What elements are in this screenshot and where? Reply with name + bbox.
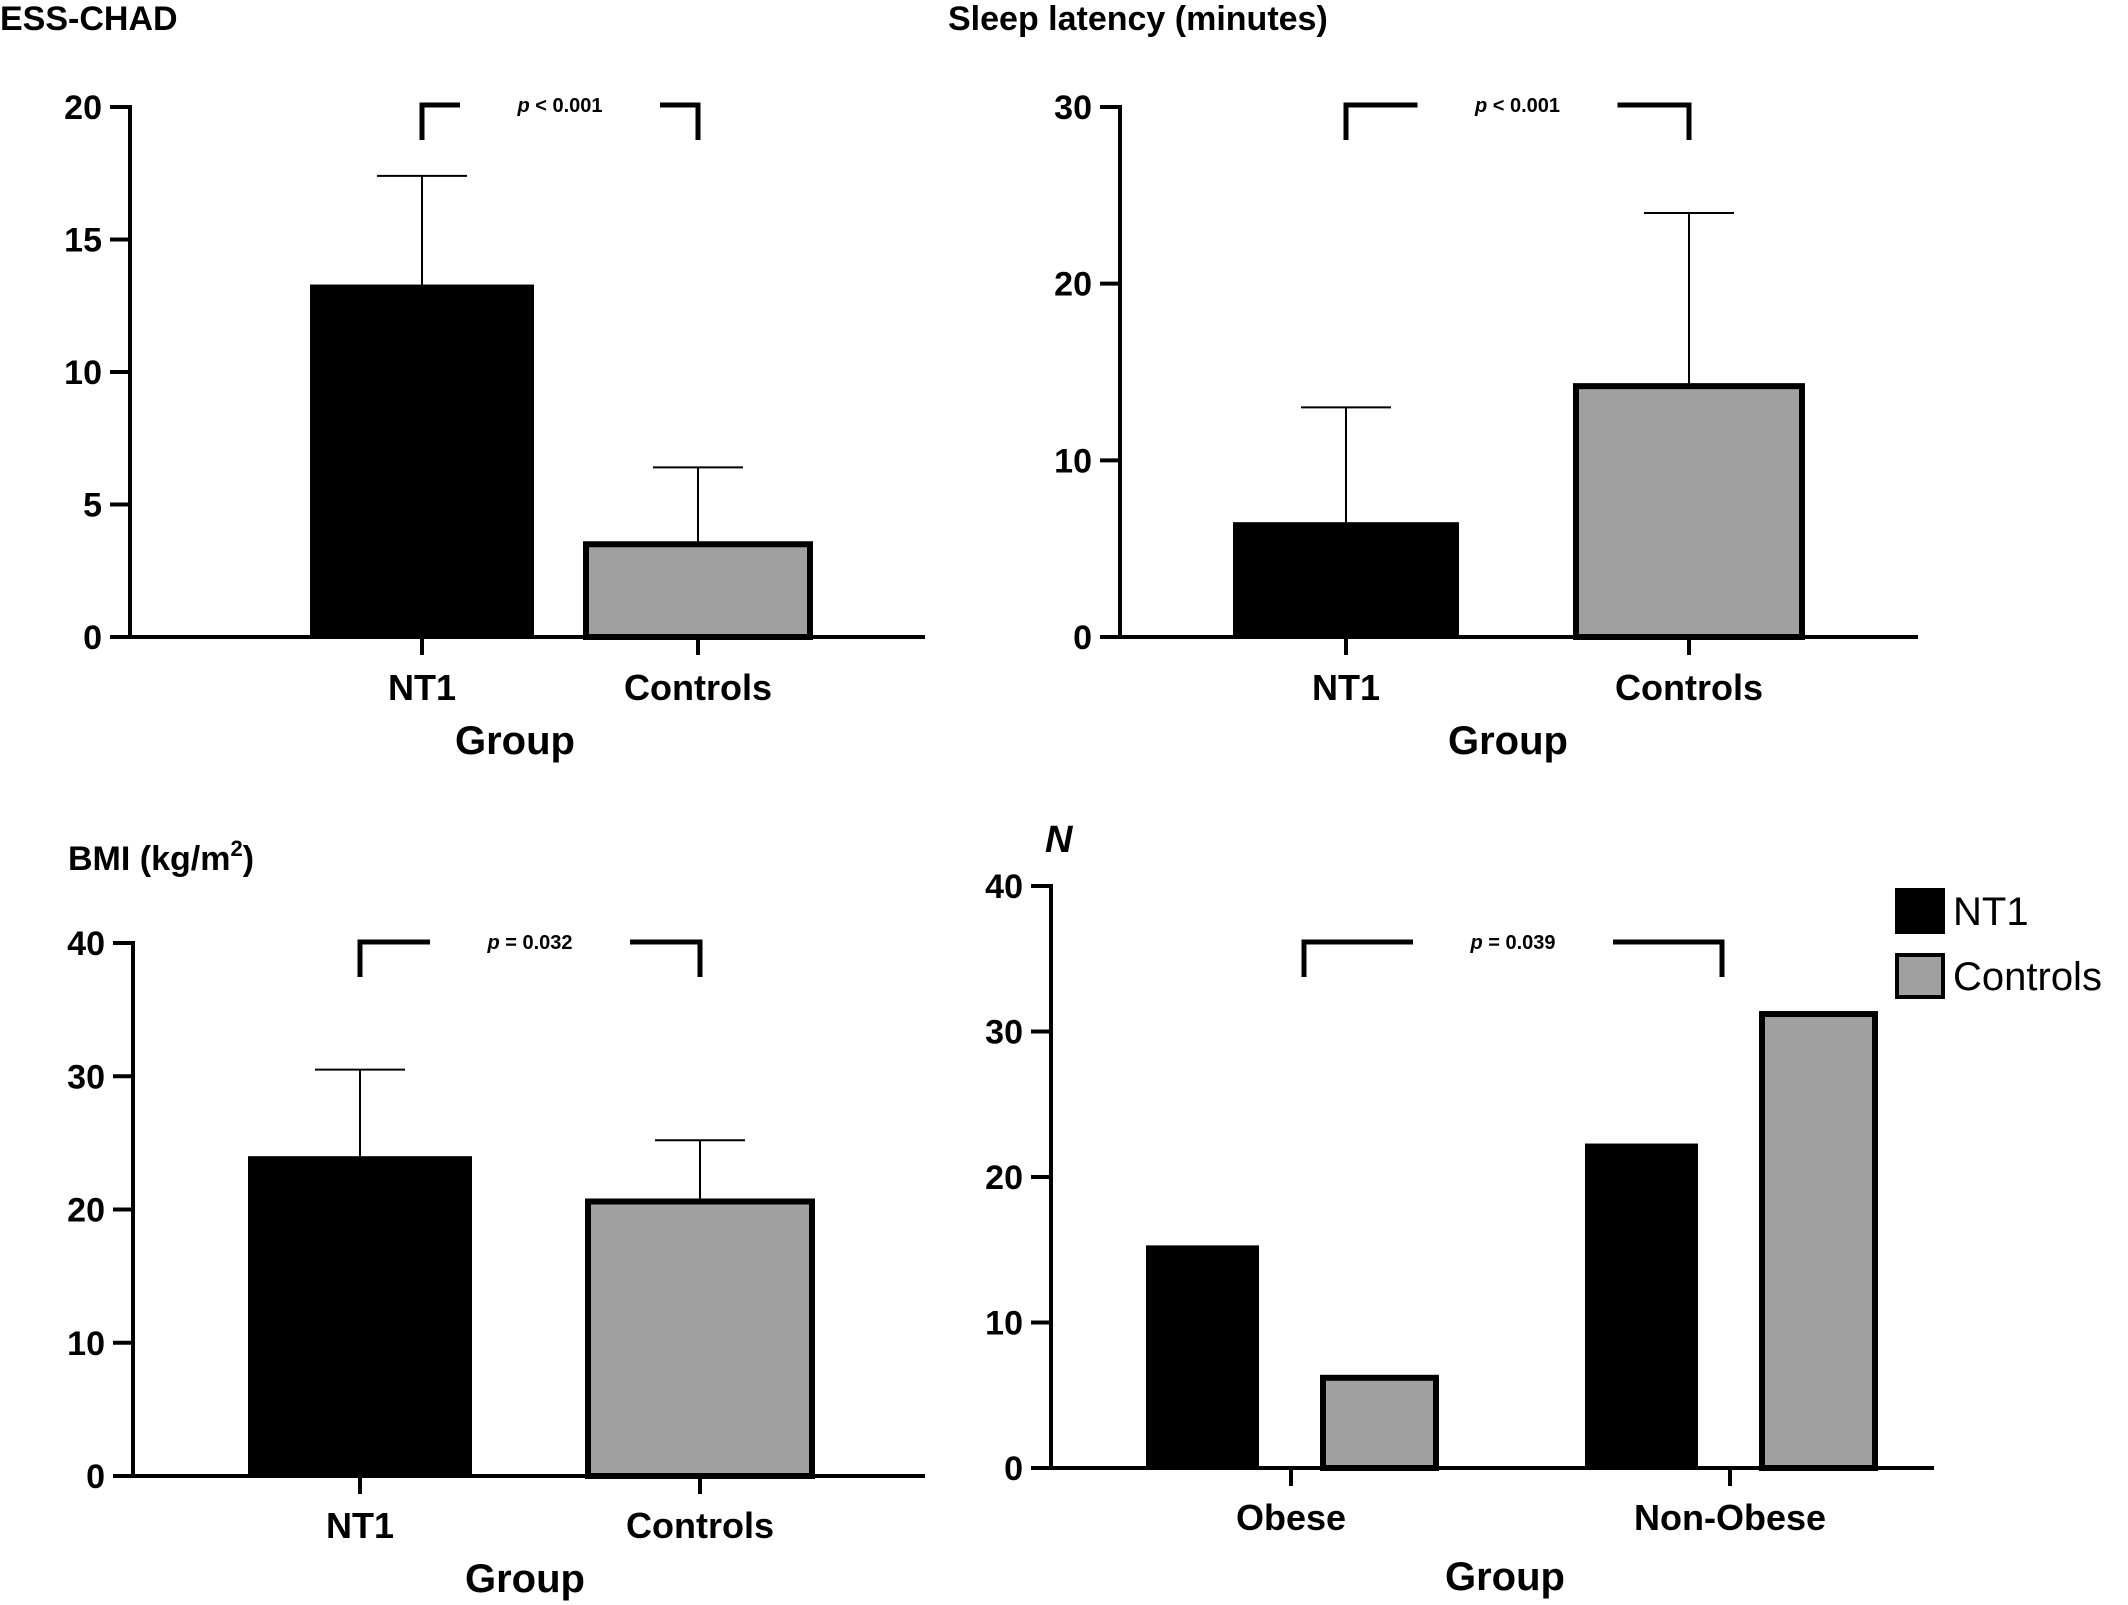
y-tick-label: 0 bbox=[86, 1458, 105, 1496]
significance-bracket-right bbox=[1613, 939, 1725, 977]
x-tick-label: Controls bbox=[626, 1505, 774, 1546]
chart-title: Sleep latency (minutes) bbox=[948, 0, 1328, 38]
panel-sleep-latency: Sleep latency (minutes) 0 10 20 30 NT1 Contro… bbox=[948, 0, 1918, 763]
y-tick-label: 20 bbox=[1054, 266, 1092, 304]
chart-title: N bbox=[1045, 819, 1074, 861]
bar-nt1-obese bbox=[1146, 1245, 1259, 1468]
y-tick-label: 15 bbox=[64, 222, 102, 260]
x-tick-label: Controls bbox=[624, 667, 772, 708]
bar-nt1 bbox=[248, 1156, 472, 1476]
significance-bracket-left bbox=[419, 102, 460, 140]
y-tick-label: 40 bbox=[67, 925, 105, 963]
p-value-label: p = 0.032 bbox=[486, 932, 572, 954]
significance-bracket-right bbox=[660, 102, 701, 140]
y-tick-label: 0 bbox=[83, 619, 102, 657]
y-tick-label: 20 bbox=[67, 1192, 105, 1230]
bar-controls bbox=[585, 1198, 815, 1479]
bar-nt1-non-obese bbox=[1585, 1143, 1698, 1468]
panel-bmi: BMI (kg/m2) 0 10 20 30 40 NT1 Controls p = 0.0… bbox=[67, 836, 925, 1601]
x-tick-label: Controls bbox=[1615, 667, 1763, 708]
x-tick-label: NT1 bbox=[388, 667, 456, 708]
y-tick-label: 0 bbox=[1073, 619, 1092, 657]
p-value-label: p < 0.001 bbox=[516, 95, 602, 117]
bar-nt1 bbox=[1233, 522, 1459, 637]
significance-bracket-right bbox=[630, 939, 703, 977]
y-tick-label: 10 bbox=[67, 1325, 105, 1363]
y-tick-label: 20 bbox=[64, 89, 102, 127]
y-tick-label: 30 bbox=[985, 1014, 1023, 1052]
x-axis-label: Group bbox=[455, 719, 575, 763]
bar-controls-non-obese bbox=[1759, 1011, 1878, 1471]
x-tick-label: NT1 bbox=[1312, 667, 1380, 708]
legend-swatch-nt1 bbox=[1895, 888, 1945, 934]
x-tick-label: Non-Obese bbox=[1634, 1497, 1826, 1538]
x-axis-label: Group bbox=[1448, 719, 1568, 763]
bar-controls bbox=[1573, 383, 1805, 640]
significance-bracket-left bbox=[1301, 939, 1413, 977]
p-value-label: p < 0.001 bbox=[1474, 95, 1560, 117]
x-axis-label: Group bbox=[465, 1557, 585, 1601]
significance-bracket-left bbox=[357, 939, 430, 977]
panel-obesity-counts: N 0 10 20 30 40 Obese Non-Obese p = 0.039 Grou… bbox=[985, 819, 2102, 1599]
legend-label-nt1: NT1 bbox=[1953, 890, 2029, 934]
x-tick-label: NT1 bbox=[326, 1505, 394, 1546]
p-value-label: p = 0.039 bbox=[1469, 932, 1555, 954]
bar-controls bbox=[583, 541, 813, 640]
significance-bracket-right bbox=[1617, 102, 1692, 140]
y-tick-label: 10 bbox=[985, 1305, 1023, 1343]
legend-swatch-controls bbox=[1895, 953, 1945, 999]
legend-label-controls: Controls bbox=[1953, 955, 2102, 999]
y-tick-label: 40 bbox=[985, 868, 1023, 906]
y-tick-label: 30 bbox=[67, 1058, 105, 1096]
x-axis-label: Group bbox=[1445, 1555, 1565, 1599]
panel-ess-chad: ESS-CHAD 0 5 10 15 20 NT1 Controls p < 0.001 G… bbox=[0, 0, 925, 763]
bar-nt1 bbox=[310, 284, 534, 637]
y-tick-label: 10 bbox=[64, 354, 102, 392]
y-tick-label: 0 bbox=[1004, 1450, 1023, 1488]
y-tick-label: 20 bbox=[985, 1159, 1023, 1197]
bar-controls-obese bbox=[1320, 1374, 1439, 1472]
chart-title: ESS-CHAD bbox=[0, 0, 178, 38]
x-tick-label: Obese bbox=[1236, 1497, 1346, 1538]
y-tick-label: 5 bbox=[83, 487, 102, 525]
legend: NT1 Controls bbox=[1895, 888, 2102, 999]
y-tick-label: 10 bbox=[1054, 442, 1092, 480]
significance-bracket-left bbox=[1343, 102, 1418, 140]
y-tick-label: 30 bbox=[1054, 89, 1092, 127]
chart-title: BMI (kg/m2) bbox=[68, 836, 254, 878]
